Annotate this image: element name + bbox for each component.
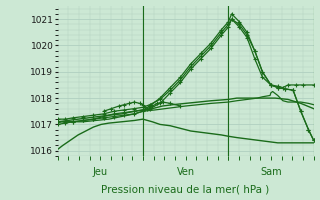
- X-axis label: Pression niveau de la mer( hPa ): Pression niveau de la mer( hPa ): [101, 184, 270, 194]
- Text: Sam: Sam: [260, 167, 282, 177]
- Text: Jeu: Jeu: [92, 167, 108, 177]
- Text: Ven: Ven: [177, 167, 195, 177]
